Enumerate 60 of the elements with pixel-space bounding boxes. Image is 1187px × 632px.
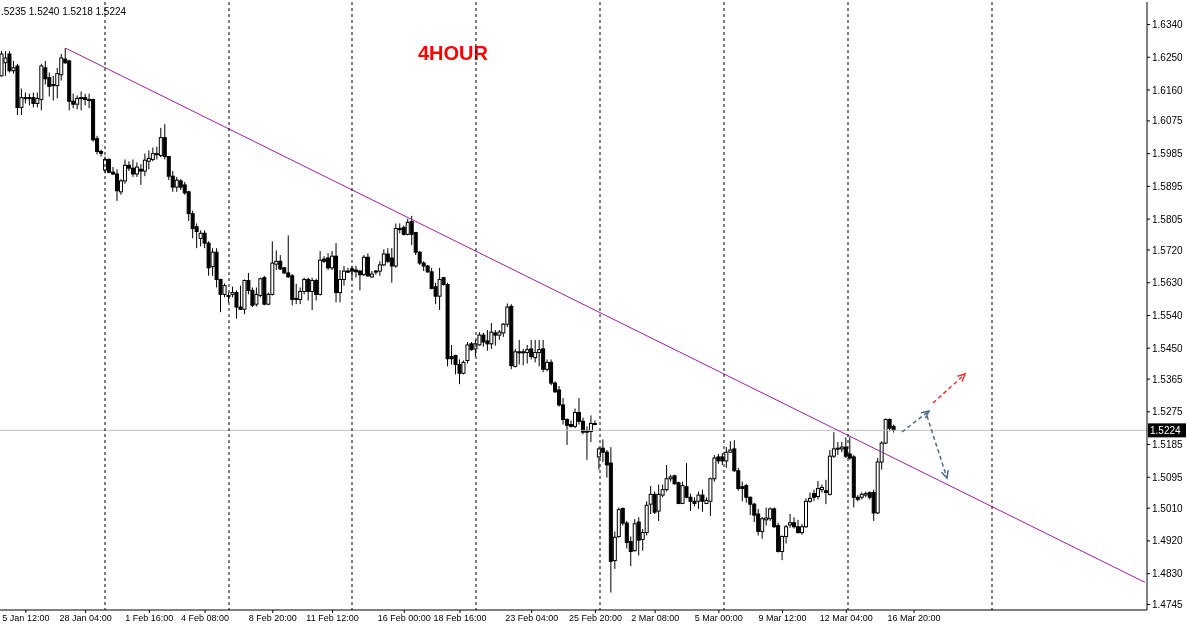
y-tick-label: 1.4920 (1152, 535, 1184, 547)
y-tick-label: 1.6075 (1152, 115, 1184, 127)
ref-line-label: 1.5224 (1150, 425, 1182, 437)
candlestick (3, 50, 8, 77)
y-tick-label: 1.5185 (1152, 439, 1184, 451)
x-tick-label: 25 Feb 20:00 (568, 613, 622, 624)
candlestick (792, 516, 797, 530)
x-tick-label: 2 Mar 08:00 (631, 613, 680, 624)
candlestick (290, 273, 295, 306)
x-tick-label: 12 Mar 04:00 (819, 613, 873, 624)
candlestick (83, 93, 88, 106)
x-tick-label: 5 Jan 12:00 (2, 613, 50, 624)
candlestick (130, 158, 135, 178)
y-tick-label: 1.5985 (1152, 148, 1184, 160)
candlestick (656, 484, 661, 522)
x-tick-label: 16 Feb 00:00 (377, 613, 431, 624)
candlestick (744, 483, 749, 504)
candlestick (835, 441, 840, 456)
candlestick (79, 90, 84, 111)
candlestick (310, 277, 315, 311)
candlestick (361, 254, 366, 277)
x-tick-label: 28 Jan 04:00 (59, 613, 112, 624)
y-tick-label: 1.5365 (1152, 373, 1184, 385)
candlestick (525, 344, 530, 364)
candlestick (365, 252, 370, 278)
y-tick-label: 1.5540 (1152, 310, 1184, 321)
text: 4HOUR (418, 42, 489, 65)
y-tick-label: 1.5630 (1152, 277, 1184, 289)
x-tick-label: 5 Mar 00:00 (694, 613, 743, 624)
chart-subtitle: .5235 1.5240 1.5218 1.5224 (1, 6, 127, 17)
candlestick (115, 168, 119, 202)
candlestick (234, 289, 239, 320)
candlestick (760, 516, 765, 540)
y-tick-label: 1.5895 (1152, 180, 1184, 192)
y-tick-label: 1.5450 (1152, 342, 1184, 354)
y-tick-label: 1.5010 (1152, 502, 1184, 514)
y-tick-label: 1.6250 (1152, 51, 1184, 63)
x-tick-label: 9 Mar 12:00 (758, 613, 807, 624)
candlestick (815, 480, 820, 500)
y-tick-label: 1.5805 (1152, 213, 1184, 225)
x-tick-label: 8 Feb 20:00 (248, 613, 297, 624)
y-tick-label: 1.6160 (1152, 84, 1184, 96)
y-tick-label: 1.5275 (1152, 406, 1184, 418)
x-tick-label: 23 Feb 04:00 (505, 613, 559, 624)
y-tick-label: 1.4745 (1152, 599, 1184, 611)
y-tick-label: 1.5720 (1152, 244, 1184, 256)
candlestick (437, 267, 442, 311)
candlestick (529, 339, 534, 360)
x-tick-label: 11 Feb 12:00 (306, 613, 359, 624)
y-tick-label: 1.6340 (1152, 19, 1184, 31)
candlestick (51, 75, 56, 102)
x-tick-label: 18 Feb 16:00 (433, 613, 487, 624)
y-tick-label: 1.4830 (1152, 568, 1184, 580)
x-tick-label: 16 Mar 20:00 (887, 613, 941, 624)
x-tick-label: 4 Feb 08:00 (181, 613, 230, 624)
candlestick (485, 329, 490, 352)
x-tick-label: 1 Feb 16:00 (125, 613, 174, 624)
candlestick (533, 339, 538, 363)
y-tick-label: 1.5095 (1152, 471, 1184, 483)
candlestick (537, 339, 542, 367)
